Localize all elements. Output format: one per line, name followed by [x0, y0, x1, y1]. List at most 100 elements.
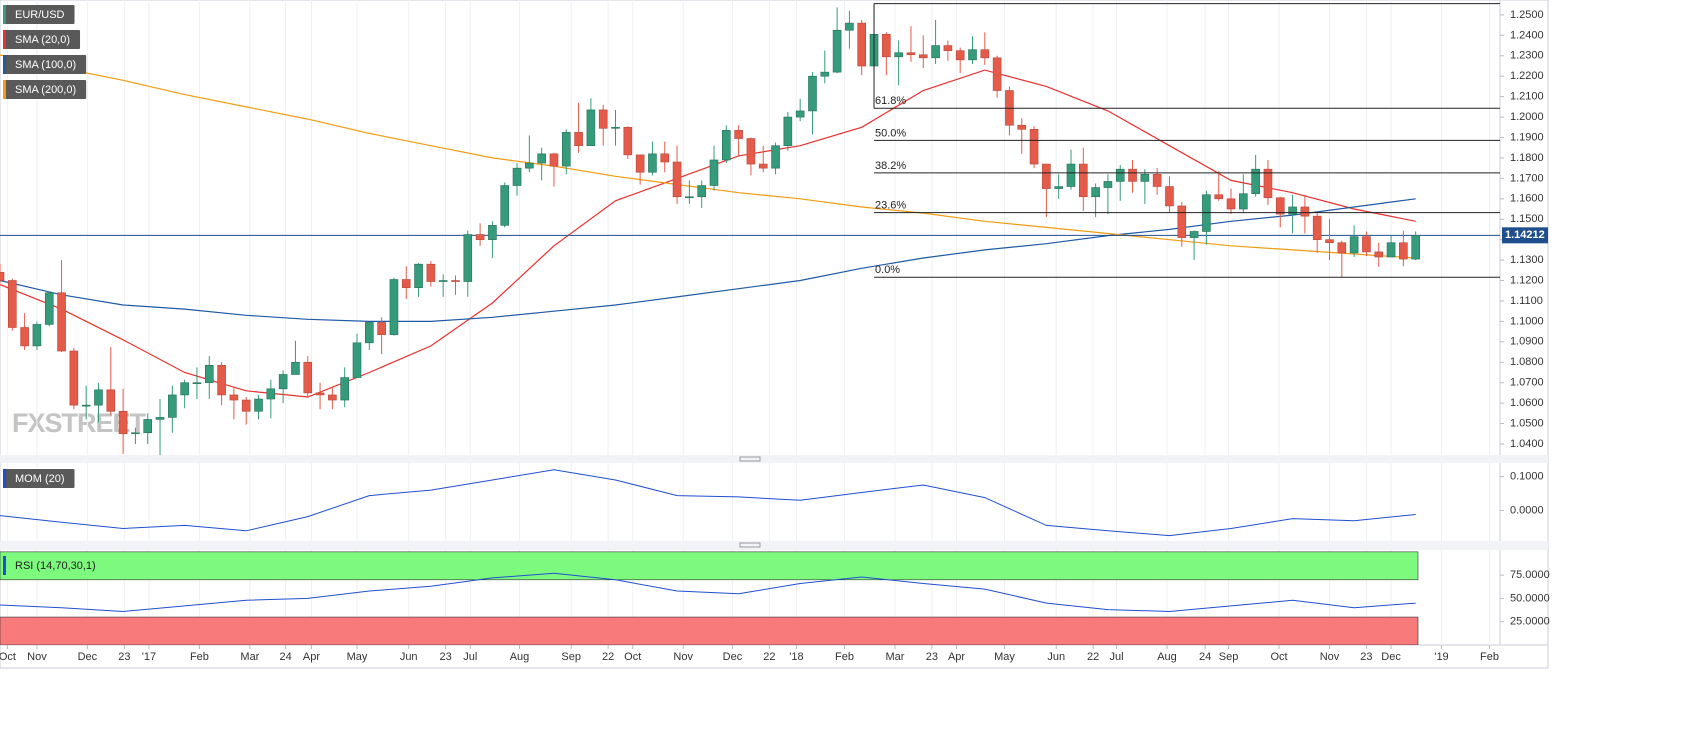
candle-body: [512, 167, 522, 186]
legend-item[interactable]: EUR/USD: [3, 5, 75, 24]
x-tick-label: 23: [118, 651, 130, 663]
y-tick-label: 0.1000: [1510, 470, 1544, 482]
indicator-line: [0, 572, 1416, 613]
candle-body: [611, 126, 620, 129]
candle-body: [414, 263, 423, 288]
candle-body: [1300, 206, 1310, 217]
candle-body: [734, 130, 743, 139]
candle-body: [1263, 168, 1273, 199]
legend-box[interactable]: [3, 469, 75, 488]
y-tick-label: 1.1000: [1510, 315, 1544, 327]
candle-body: [660, 153, 670, 163]
y-tick-label: 75.0000: [1510, 569, 1550, 581]
candle-body: [303, 361, 313, 394]
legend-item[interactable]: SMA (100,0): [3, 55, 87, 74]
x-tick-label: Sep: [1219, 651, 1239, 663]
candle-body: [1152, 173, 1162, 187]
candle-body: [1251, 168, 1260, 194]
candle-body: [685, 196, 694, 199]
y-tick-label: 1.1800: [1510, 152, 1544, 164]
candle-body: [820, 71, 830, 77]
fib-label: 50.0%: [875, 127, 906, 139]
candle-body: [598, 109, 608, 129]
separator-handle[interactable]: [739, 456, 761, 462]
candle-body: [438, 280, 448, 282]
candle-body: [832, 29, 842, 73]
x-tick-label: Oct: [1270, 651, 1287, 663]
candle-body: [291, 361, 300, 375]
legend-swatch: [3, 556, 6, 575]
axes: Oct Nov Dec 23 '17 Feb Mar 24 Apr May Jun 23 Jul Aug S…: [0, 9, 1550, 663]
candle-body: [1362, 236, 1371, 253]
candle-body: [32, 324, 42, 347]
candle-body: [697, 185, 706, 198]
candle-body: [377, 322, 386, 335]
candle-body: [955, 50, 965, 61]
legend-box[interactable]: [3, 55, 87, 74]
legend-item[interactable]: SMA (200,0): [3, 80, 87, 99]
candle-body: [746, 138, 756, 165]
legend-item[interactable]: MOM (20): [3, 469, 75, 488]
candle-body: [500, 185, 510, 226]
x-tick-label: 23: [1360, 651, 1372, 663]
y-tick-label: 1.1300: [1510, 254, 1544, 266]
x-tick-label: Oct: [624, 651, 641, 663]
x-tick-label: May: [994, 651, 1015, 663]
x-tick-label: Apr: [948, 651, 965, 663]
y-tick-label: 1.0700: [1510, 377, 1544, 389]
candle-body: [882, 34, 891, 58]
y-tick-label: 1.0800: [1510, 356, 1544, 368]
candle-body: [525, 162, 534, 169]
candle-body: [1226, 198, 1236, 210]
x-tick-label: Dec: [723, 651, 743, 663]
candle-body: [980, 49, 990, 59]
candle-body: [1337, 242, 1347, 254]
legend-swatch: [3, 80, 6, 99]
candle-body: [20, 327, 29, 347]
candle-body: [266, 388, 276, 400]
legend-label: RSI (14,70,30,1): [15, 560, 96, 572]
candle-body: [352, 342, 362, 378]
legend-item[interactable]: RSI (14,70,30,1): [3, 556, 106, 575]
legend-item[interactable]: SMA (20,0): [3, 30, 81, 49]
candle-body: [44, 292, 54, 325]
legend-box[interactable]: [3, 556, 106, 575]
legend-box[interactable]: [3, 30, 81, 49]
candle-body: [1078, 163, 1088, 198]
candle-body: [1091, 187, 1100, 198]
x-tick-label: Mar: [240, 651, 259, 663]
candle-body: [340, 377, 349, 401]
y-tick-label: 1.2500: [1510, 9, 1544, 21]
candle-body: [918, 54, 928, 59]
candle-body: [943, 45, 953, 51]
candle-body: [81, 404, 91, 407]
candle-body: [94, 389, 103, 406]
x-tick-label: '18: [789, 651, 803, 663]
candle-body: [241, 399, 251, 412]
candle-body: [1165, 186, 1174, 207]
candle-body: [906, 52, 916, 56]
y-tick-label: 1.2400: [1510, 29, 1544, 41]
y-tick-label: 1.0500: [1510, 417, 1544, 429]
x-tick-label: Mar: [885, 651, 904, 663]
candle-body: [463, 234, 473, 282]
candle-body: [857, 22, 867, 67]
candle-body: [648, 153, 657, 173]
separator-handle[interactable]: [739, 542, 761, 548]
candle-body: [1029, 129, 1039, 165]
legend-swatch: [3, 55, 6, 74]
candle-body: [451, 280, 460, 282]
legend-box[interactable]: [3, 5, 75, 24]
candle-body: [931, 45, 940, 59]
panel-separator[interactable]: [0, 541, 1548, 550]
candle-body: [168, 394, 177, 418]
x-tick-label: Aug: [1157, 651, 1177, 663]
y-tick-label: 1.1200: [1510, 274, 1544, 286]
x-tick-label: Dec: [78, 651, 98, 663]
legend-box[interactable]: [3, 80, 87, 99]
candle-body: [131, 432, 140, 435]
fib-label: 0.0%: [875, 264, 900, 276]
x-tick-label: '19: [1434, 651, 1448, 663]
panel-separator[interactable]: [0, 455, 1548, 463]
